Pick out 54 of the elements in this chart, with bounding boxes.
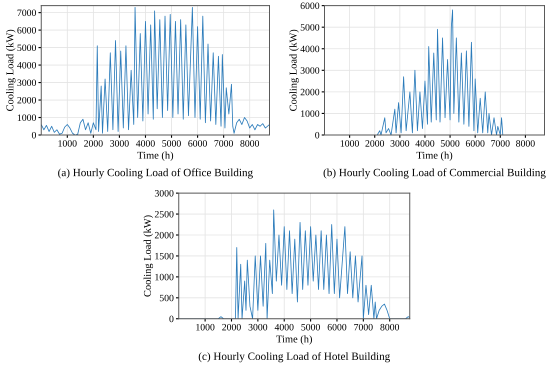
x-tick-label: 7000 <box>491 140 510 147</box>
x-tick-label: 6000 <box>328 324 346 330</box>
x-tick-label: 8000 <box>516 140 535 147</box>
y-tick-label: 1000 <box>301 110 320 117</box>
x-tick-label: 5000 <box>440 140 460 147</box>
text: (a) Hourly Cooling Load of Office Building <box>58 168 253 179</box>
y-tick-label: 0 <box>315 132 320 138</box>
y-tick-label: 5000 <box>300 24 320 31</box>
y-tick-label: 3000 <box>17 79 36 86</box>
y-axis-title: Cooling Load (kW) <box>289 30 299 111</box>
x-tick-label: 8000 <box>240 140 260 147</box>
y-tick-label: 6000 <box>17 27 36 34</box>
x-tick-label: 1000 <box>58 140 77 147</box>
x-tick-label: 3000 <box>110 140 129 147</box>
y-axis-title: Cooling Load (kW) <box>144 215 154 297</box>
line-series <box>41 6 270 135</box>
x-tick-label: 7000 <box>214 140 233 147</box>
x-axis-title: Time (h) <box>137 151 174 161</box>
y-tick-label: 1000 <box>155 274 174 280</box>
x-tick-label: 4000 <box>415 140 434 147</box>
y-tick-label: 4000 <box>300 46 320 52</box>
y-tick-label: 2000 <box>300 88 320 96</box>
x-tick-label: 7000 <box>354 324 373 330</box>
y-tick-label: 3000 <box>300 67 320 74</box>
x-tick-label: 6000 <box>188 140 207 147</box>
y-tick-label: 5000 <box>18 44 36 52</box>
x-axis-title: Time (h) <box>276 335 312 345</box>
x-tick-label: 2000 <box>84 140 103 147</box>
y-tick-label: 6000 <box>300 2 320 10</box>
x-tick-label: 2000 <box>222 324 241 330</box>
x-tick-label: 3000 <box>248 324 268 330</box>
x-tick-label: 1000 <box>340 140 359 147</box>
y-tick-label: 2000 <box>154 232 174 238</box>
y-tick-label: 0 <box>32 132 36 138</box>
y-tick-label: 1500 <box>155 252 174 260</box>
y-tick-label: 2000 <box>17 96 36 104</box>
x-tick-label: 6000 <box>466 140 485 147</box>
y-tick-label: 0 <box>169 316 174 322</box>
x-tick-label: 4000 <box>274 324 294 330</box>
y-tick-label: 2500 <box>154 210 174 218</box>
y-tick-label: 7000 <box>18 10 36 16</box>
y-tick-label: 1000 <box>18 114 36 121</box>
text: (c) Hourly Cooling Load of Hotel Building <box>198 352 390 362</box>
y-tick-label: 4000 <box>17 62 36 69</box>
y-tick-label: 500 <box>160 294 174 302</box>
x-axis-title: Time (h) <box>416 151 452 161</box>
text: (b) Hourly Cooling Load of Commercial Building <box>324 168 546 179</box>
x-tick-label: 4000 <box>136 140 155 147</box>
x-tick-label: 8000 <box>380 324 400 330</box>
x-tick-label: 2000 <box>365 140 384 147</box>
x-tick-label: 3000 <box>390 140 410 147</box>
y-tick-label: 3000 <box>154 190 174 197</box>
y-axis-title: Cooling Load (kW) <box>6 30 16 111</box>
x-tick-label: 1000 <box>196 324 214 330</box>
